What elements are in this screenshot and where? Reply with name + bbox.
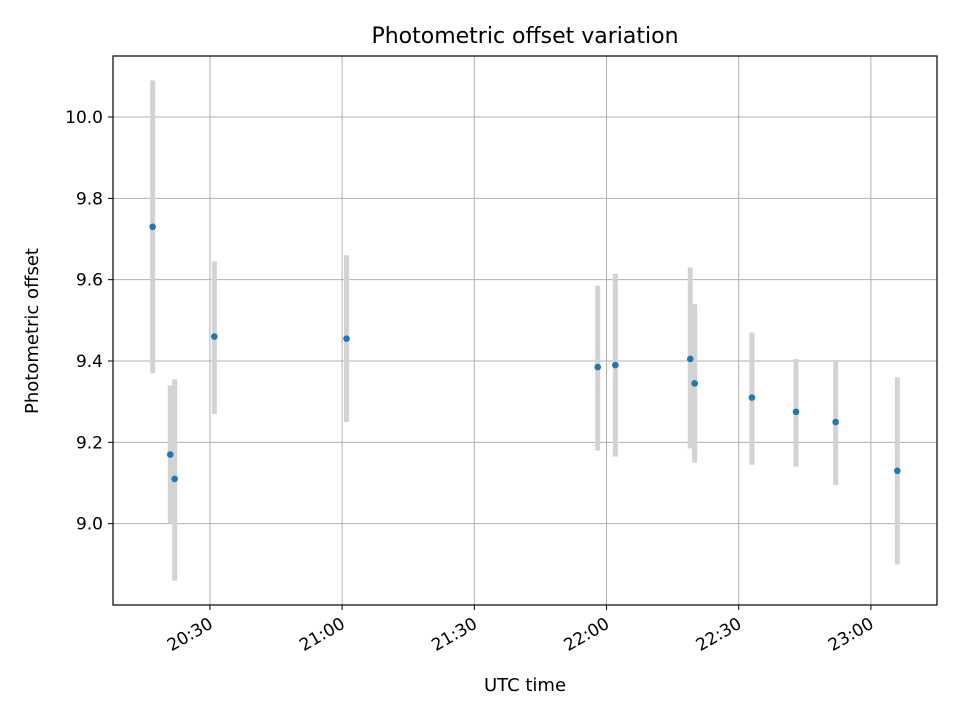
x-tick-label: 20:30 xyxy=(164,614,216,656)
y-tick-label: 9.4 xyxy=(76,352,103,372)
y-tick-label: 9.8 xyxy=(76,189,103,209)
data-point xyxy=(594,363,602,371)
data-point xyxy=(343,335,350,342)
y-tick-label: 10.0 xyxy=(65,108,103,128)
x-axis-label: UTC time xyxy=(484,675,566,696)
data-point xyxy=(748,394,756,401)
x-tick-label: 21:00 xyxy=(296,614,348,656)
data-point xyxy=(894,467,901,475)
data-point xyxy=(792,408,800,416)
data-point xyxy=(686,355,694,363)
data-points xyxy=(149,223,901,483)
x-tick-label: 21:30 xyxy=(428,614,480,656)
x-axis: 20:30 21:00 21:30 22:00 22:30 23:00 xyxy=(164,605,877,656)
data-point xyxy=(832,418,839,426)
x-tick-label: 23:00 xyxy=(825,614,877,656)
y-axis-label: Photometric offset xyxy=(22,248,43,414)
data-point xyxy=(171,475,178,483)
grid xyxy=(113,56,937,605)
data-point xyxy=(149,223,156,231)
x-tick-label: 22:00 xyxy=(561,614,613,656)
error-bars xyxy=(150,80,900,581)
chart-title: Photometric offset variation xyxy=(371,24,678,49)
data-point xyxy=(691,380,698,387)
y-tick-label: 9.6 xyxy=(76,271,103,291)
plot-frame xyxy=(112,55,938,606)
data-point xyxy=(166,451,174,458)
data-point xyxy=(211,333,218,340)
y-tick-label: 9.2 xyxy=(76,433,103,453)
x-tick-label: 22:30 xyxy=(693,614,745,656)
data-point xyxy=(612,361,619,369)
y-axis: 9.0 9.2 9.4 9.6 9.8 10.0 xyxy=(65,108,113,535)
y-tick-label: 9.0 xyxy=(76,515,103,535)
